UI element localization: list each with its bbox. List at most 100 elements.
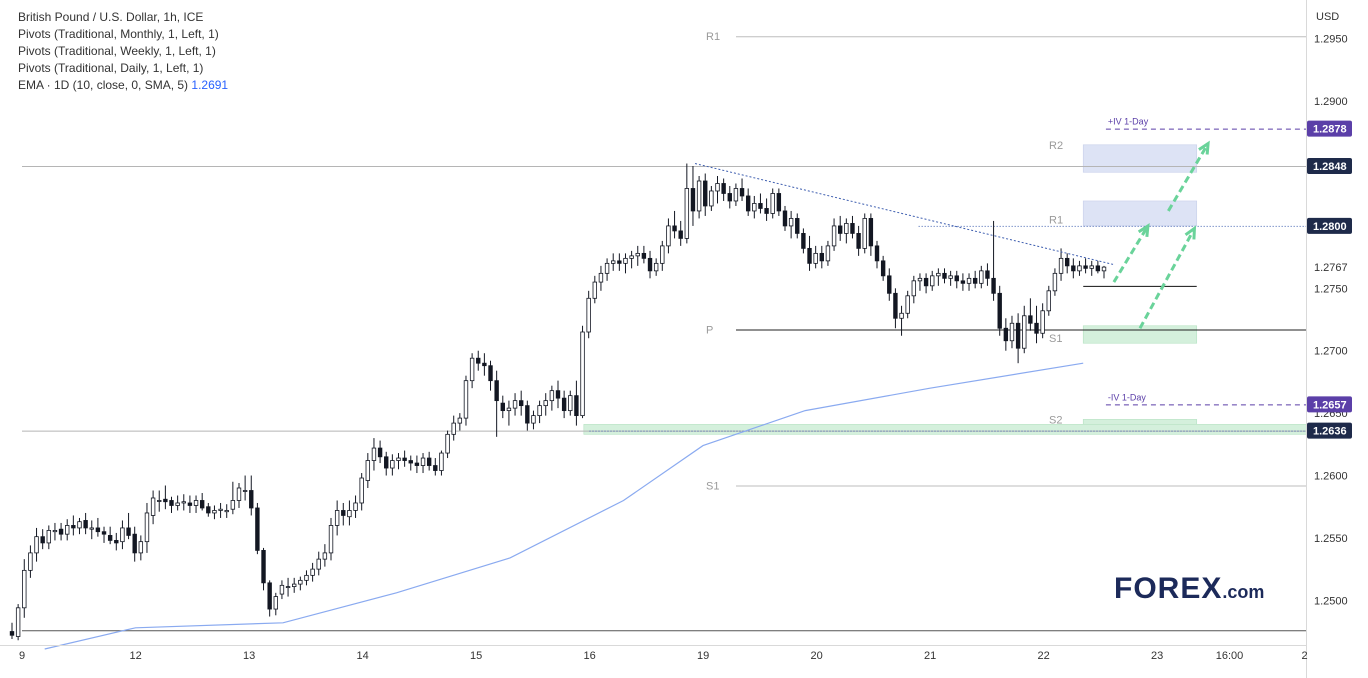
candle-body (770, 193, 775, 214)
zones-layer (583, 144, 1317, 435)
candle-body (255, 507, 260, 551)
candle-body (966, 277, 972, 284)
projection-arrow[interactable] (1138, 227, 1196, 329)
candle-body (801, 233, 806, 249)
candles-layer (9, 163, 1107, 641)
candle-body (936, 272, 941, 277)
candle-body (390, 460, 395, 469)
candle-body (15, 607, 21, 637)
daily-pivot-label: R2 (1049, 140, 1063, 152)
candle-body (745, 195, 751, 212)
candle-body (868, 218, 874, 247)
candle-body (647, 257, 653, 272)
candle-body (469, 357, 475, 382)
candle-body (218, 508, 223, 511)
candle-body (617, 260, 622, 264)
candle-body (604, 262, 610, 274)
candle-body (678, 230, 683, 239)
candle-body (1003, 327, 1009, 342)
candle-body (384, 456, 389, 469)
projection-arrow[interactable] (1112, 225, 1150, 283)
candle-body (782, 210, 788, 227)
candle-body (1095, 265, 1101, 272)
candle-body (169, 500, 174, 506)
candle-body (954, 275, 959, 282)
ema-line (44, 362, 1084, 650)
candle-body (292, 583, 297, 587)
arrow-head (1198, 140, 1210, 155)
candle-body (304, 574, 309, 581)
candle-body (666, 225, 671, 247)
candle-body (199, 500, 205, 509)
candle-body (126, 527, 131, 536)
candle-body (629, 255, 634, 259)
candle-body (844, 223, 849, 234)
candle-body (979, 270, 984, 284)
price-axis-bg[interactable] (1306, 0, 1368, 678)
candle-body (1034, 322, 1039, 334)
projection-arrow[interactable] (1167, 142, 1210, 212)
legend-pivots-monthly[interactable]: Pivots (Traditional, Monthly, 1, Left, 1… (18, 27, 219, 41)
price-tag-bg (1307, 396, 1352, 413)
candle-body (347, 510, 352, 518)
iv-label: -IV 1-Day (1108, 392, 1147, 402)
candle-body (512, 400, 518, 409)
candle-body (942, 272, 947, 279)
candle-body (402, 457, 407, 461)
candle-body (635, 252, 640, 257)
candle-body (206, 506, 211, 514)
candle-body (831, 225, 837, 247)
candle-body (561, 397, 567, 412)
candle-body (482, 362, 487, 367)
candle-body (752, 203, 757, 212)
candle-body (807, 247, 812, 264)
price-tag-current: 1.2767 (1314, 262, 1348, 274)
price-tag-label: 1.2848 (1313, 161, 1347, 173)
legend-symbol[interactable]: British Pound / U.S. Dollar, 1h, ICE (18, 10, 204, 24)
logo-tld: .com (1222, 582, 1265, 602)
price-tag-bg (1307, 217, 1352, 234)
candle-body (825, 245, 831, 262)
zone-green (583, 424, 1317, 435)
candle-body (592, 281, 598, 299)
forex-logo: FOREX.com (1114, 572, 1264, 606)
candle-body (715, 183, 720, 192)
candle-body (641, 252, 647, 259)
weekly-pivot-label: R1 (706, 31, 720, 43)
legend-pivots-weekly[interactable]: Pivots (Traditional, Weekly, 1, Left, 1) (18, 44, 216, 58)
candle-body (1040, 310, 1045, 334)
candle-body (267, 582, 272, 610)
levels-layer: R1 P S1 R2 R1 S1 S2 +IV 1-Day -IV 1-Day (22, 31, 1306, 632)
x-tick-label: 12 (130, 650, 142, 662)
x-tick-label: 19 (697, 650, 709, 662)
candle-body (28, 552, 33, 571)
candle-body (420, 457, 426, 466)
candle-body (543, 400, 548, 407)
legend-ema[interactable]: EMA · 1D (10, close, 0, SMA, 5) 1.2691 (18, 77, 228, 94)
x-tick-label: 20 (811, 650, 823, 662)
candle-body (672, 225, 677, 232)
candle-body (1101, 266, 1107, 272)
candle-body (494, 380, 499, 402)
x-tick-label: 21 (924, 650, 936, 662)
candle-body (426, 457, 432, 466)
candle-body (972, 277, 978, 284)
candle-body (181, 501, 186, 504)
candle-body (917, 277, 923, 282)
candle-body (138, 541, 144, 554)
y-tick-label: 1.2600 (1314, 471, 1348, 483)
candle-body (445, 433, 450, 454)
candle-body (476, 357, 481, 364)
legend-pivots-daily[interactable]: Pivots (Traditional, Daily, 1, Left, 1) (18, 61, 204, 75)
candle-body (408, 460, 413, 464)
daily-pivot-label: S2 (1049, 414, 1062, 426)
candle-body (1015, 322, 1021, 349)
candle-body (788, 218, 794, 227)
candle-body (758, 203, 763, 209)
candle-body (365, 460, 371, 481)
y-tick-label: 1.2950 (1314, 34, 1348, 46)
y-tick-label: 1.2550 (1314, 533, 1348, 545)
candle-body (887, 275, 892, 294)
candle-body (960, 280, 966, 284)
